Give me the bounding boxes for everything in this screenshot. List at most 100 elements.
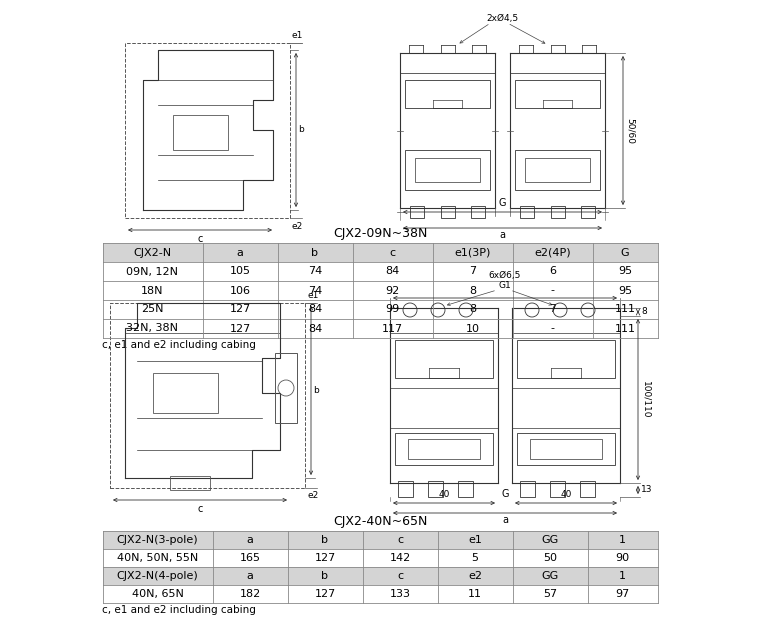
- Bar: [550, 481, 565, 497]
- Text: 7: 7: [469, 266, 476, 276]
- Text: 105: 105: [230, 266, 251, 276]
- Text: c: c: [397, 535, 403, 545]
- Text: 84: 84: [308, 305, 322, 314]
- Bar: [530, 439, 602, 459]
- Text: 5: 5: [471, 553, 479, 563]
- Text: 95: 95: [618, 266, 632, 276]
- Text: a: a: [246, 571, 253, 581]
- Text: 111: 111: [615, 305, 635, 314]
- Text: 106: 106: [230, 285, 251, 296]
- Text: b: b: [321, 535, 328, 545]
- Bar: [580, 481, 595, 497]
- Text: GG: GG: [541, 535, 559, 545]
- Bar: [458, 481, 473, 497]
- Text: CJX2-40N~65N: CJX2-40N~65N: [333, 514, 427, 527]
- Text: e1: e1: [307, 291, 318, 300]
- Bar: [103, 281, 657, 300]
- Bar: [110, 303, 305, 488]
- Bar: [395, 433, 493, 465]
- Bar: [103, 262, 657, 281]
- Text: 1: 1: [619, 571, 626, 581]
- Text: G: G: [502, 489, 508, 499]
- Bar: [517, 433, 615, 465]
- Text: 100/110: 100/110: [641, 381, 650, 418]
- Text: 50: 50: [543, 553, 557, 563]
- Text: c, e1 and e2 including cabing: c, e1 and e2 including cabing: [103, 340, 256, 350]
- Bar: [415, 158, 480, 182]
- Text: a: a: [236, 248, 243, 257]
- Text: 74: 74: [308, 285, 322, 296]
- Text: CJX2-N(3-pole): CJX2-N(3-pole): [117, 535, 198, 545]
- Bar: [408, 439, 480, 459]
- Bar: [103, 549, 657, 567]
- Text: a: a: [502, 515, 508, 525]
- Bar: [515, 80, 600, 108]
- Text: 127: 127: [315, 589, 336, 599]
- Text: 90: 90: [616, 553, 629, 563]
- Text: c: c: [198, 504, 203, 514]
- Text: CJX2-N: CJX2-N: [134, 248, 172, 257]
- Bar: [520, 206, 534, 218]
- Text: 127: 127: [230, 305, 251, 314]
- Text: 18N: 18N: [141, 285, 163, 296]
- Bar: [517, 340, 615, 378]
- Bar: [170, 476, 210, 490]
- Text: 84: 84: [385, 266, 400, 276]
- Bar: [581, 206, 595, 218]
- Text: e1: e1: [292, 31, 303, 40]
- Bar: [103, 531, 657, 549]
- Bar: [398, 481, 413, 497]
- Text: e2: e2: [307, 491, 318, 500]
- Text: 92: 92: [385, 285, 400, 296]
- Text: e1(3P): e1(3P): [454, 248, 491, 257]
- Bar: [550, 206, 565, 218]
- Text: 11: 11: [468, 589, 482, 599]
- Text: a: a: [246, 535, 253, 545]
- Text: 09N, 12N: 09N, 12N: [126, 266, 179, 276]
- Bar: [103, 319, 657, 338]
- Text: G: G: [621, 248, 629, 257]
- Text: c: c: [397, 571, 403, 581]
- Bar: [125, 43, 290, 218]
- Text: 133: 133: [389, 589, 410, 599]
- Bar: [103, 243, 657, 262]
- Bar: [441, 206, 454, 218]
- Text: 182: 182: [239, 589, 261, 599]
- Text: 127: 127: [315, 553, 336, 563]
- Text: 97: 97: [616, 589, 629, 599]
- Text: a: a: [499, 230, 505, 240]
- Text: c: c: [389, 248, 395, 257]
- Text: e1: e1: [468, 535, 482, 545]
- Bar: [275, 353, 297, 423]
- Bar: [410, 206, 424, 218]
- Bar: [153, 373, 218, 413]
- Text: 8: 8: [469, 305, 476, 314]
- Text: c, e1 and e2 including cabing: c, e1 and e2 including cabing: [103, 605, 256, 615]
- Bar: [515, 150, 600, 190]
- Bar: [395, 340, 493, 378]
- Bar: [103, 585, 657, 603]
- Bar: [428, 481, 443, 497]
- Bar: [173, 115, 228, 150]
- Text: 99: 99: [385, 305, 400, 314]
- Bar: [103, 300, 657, 319]
- Text: 1: 1: [619, 535, 626, 545]
- Text: -: -: [550, 285, 555, 296]
- Text: 40: 40: [439, 490, 450, 499]
- Text: b: b: [312, 248, 318, 257]
- Text: 50/60: 50/60: [626, 118, 635, 143]
- Text: 57: 57: [543, 589, 557, 599]
- Text: -: -: [550, 323, 555, 334]
- Text: 117: 117: [382, 323, 403, 334]
- Text: GG: GG: [541, 571, 559, 581]
- Bar: [525, 158, 590, 182]
- Text: 40: 40: [560, 490, 572, 499]
- Text: 40N, 50N, 55N: 40N, 50N, 55N: [117, 553, 198, 563]
- Text: 84: 84: [308, 323, 322, 334]
- Text: c: c: [198, 234, 203, 244]
- Text: 95: 95: [618, 285, 632, 296]
- Text: 111: 111: [615, 323, 635, 334]
- Text: 74: 74: [308, 266, 322, 276]
- Text: CJX2-N(4-pole): CJX2-N(4-pole): [116, 571, 198, 581]
- Text: 10: 10: [465, 323, 480, 334]
